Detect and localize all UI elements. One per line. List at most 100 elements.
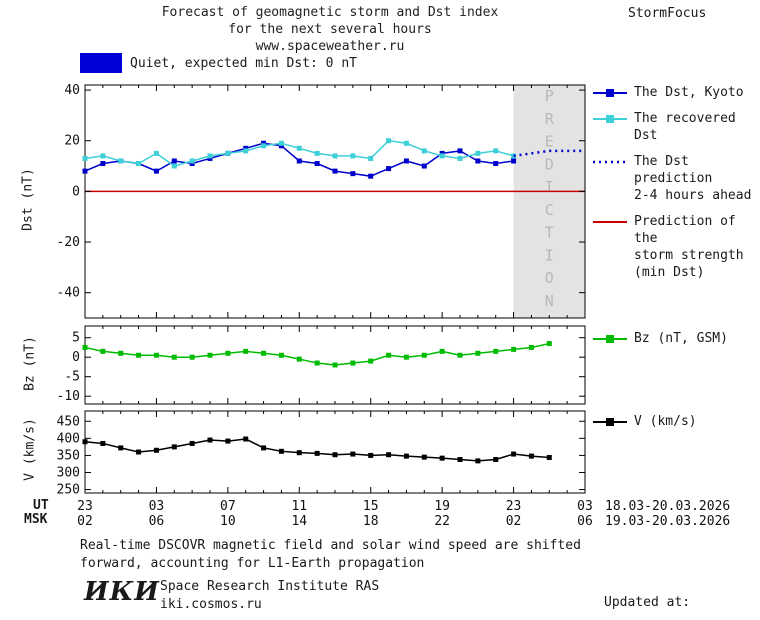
series-marker [261,350,267,356]
series-marker [511,153,517,159]
series-marker [171,158,177,164]
y-tick-label: 0 [72,350,80,365]
series-marker [350,153,356,159]
series-marker [136,161,142,167]
series-marker [296,145,302,151]
storm-level-swatch [80,53,122,73]
prediction-band-letter: D [545,155,554,173]
series-marker [136,449,142,455]
series-marker [189,440,195,446]
prediction-band-letter: R [545,110,555,128]
plot-border [84,84,586,319]
series-marker [403,140,409,146]
series-marker [243,436,249,442]
legend-swatch-line [593,221,627,223]
series-marker [153,150,159,156]
series-marker [314,450,320,456]
series-marker [439,348,445,354]
msk-date-range: 19.03-20.03.2026 [605,514,730,529]
series-marker [136,352,142,358]
series-marker [100,153,106,159]
y-tick-label: 250 [57,483,80,498]
series-marker [403,453,409,459]
series-marker [100,348,106,354]
msk-tick-label: 02 [77,514,93,529]
legend-label: Bz (nT, GSM) [634,331,728,346]
legend-swatch-square-line [593,115,627,123]
series-marker [153,168,159,174]
series-marker [475,158,481,164]
series-marker [225,150,231,156]
iki-logo: ИКИ [84,577,160,607]
ut-tick-label: 23 [77,499,93,514]
series-marker [189,158,195,164]
y-tick-label: -40 [57,286,80,301]
y-tick-label: -10 [57,389,80,404]
series-line [513,149,585,158]
legend-dst: The Dst, Kyoto The recovered Dst The Dst p… [592,84,760,290]
series-marker [421,352,427,358]
series-marker [457,148,463,154]
legend-bz: Bz (nT, GSM) [592,330,760,356]
legend-item: The Dst prediction 2-4 hours ahead [592,153,760,204]
msk-tick-label: 14 [291,514,307,529]
series-marker [225,350,231,356]
series-marker [332,452,338,458]
series-marker [386,138,392,144]
series-marker [171,444,177,450]
y-tick-label: 5 [72,331,80,346]
legend-label: The Dst, Kyoto [634,85,744,100]
series-marker [296,356,302,362]
series-marker [403,354,409,360]
y-tick-label: 300 [57,466,80,481]
legend-label: The recovered Dst [634,111,736,143]
legend-swatch-square-line [593,335,627,343]
msk-tick-label: 10 [220,514,236,529]
series-marker [511,158,517,164]
prediction-band-letter: C [545,201,554,219]
footnote-line-1: Real-time DSCOVR magnetic field and sola… [80,538,581,553]
prediction-band-letter: I [545,246,554,264]
institute-url: iki.cosmos.ru [160,597,262,612]
ut-date-range: 18.03-20.03.2026 [605,499,730,514]
series-marker [439,455,445,461]
series-marker [475,150,481,156]
series-marker [261,445,267,451]
plot-border [84,410,586,494]
prediction-band-letter: O [545,269,554,287]
series-marker [261,143,267,149]
series-marker [171,163,177,169]
series-marker [278,143,284,149]
series-marker [528,344,534,350]
ut-tick-label: 03 [577,499,593,514]
series-marker [457,352,463,358]
series-marker [421,163,427,169]
series-marker [350,171,356,177]
series-marker [332,362,338,368]
title-line-2: for the next several hours [228,22,432,37]
series-marker [493,161,499,167]
series-marker [189,354,195,360]
msk-tick-label: 22 [434,514,450,529]
series-marker [493,457,499,463]
series-marker [368,173,374,179]
y-tick-label: 350 [57,448,80,463]
ut-tick-label: 11 [291,499,307,514]
ut-tick-label: 03 [149,499,165,514]
x-axis-labels: 2302030607101114151819222302030618.03-20… [77,499,730,529]
prediction-band-letter: T [545,224,554,242]
series-marker [439,153,445,159]
series-marker [368,155,374,161]
series-marker [475,350,481,356]
series-marker [171,354,177,360]
legend-item: Bz (nT, GSM) [592,330,760,347]
series-marker [278,140,284,146]
series-marker [278,352,284,358]
series-marker [118,350,124,356]
series-marker [350,451,356,457]
series-marker [82,344,88,350]
series-marker [493,148,499,154]
y-tick-label: -5 [64,370,80,385]
msk-tick-label: 18 [363,514,379,529]
